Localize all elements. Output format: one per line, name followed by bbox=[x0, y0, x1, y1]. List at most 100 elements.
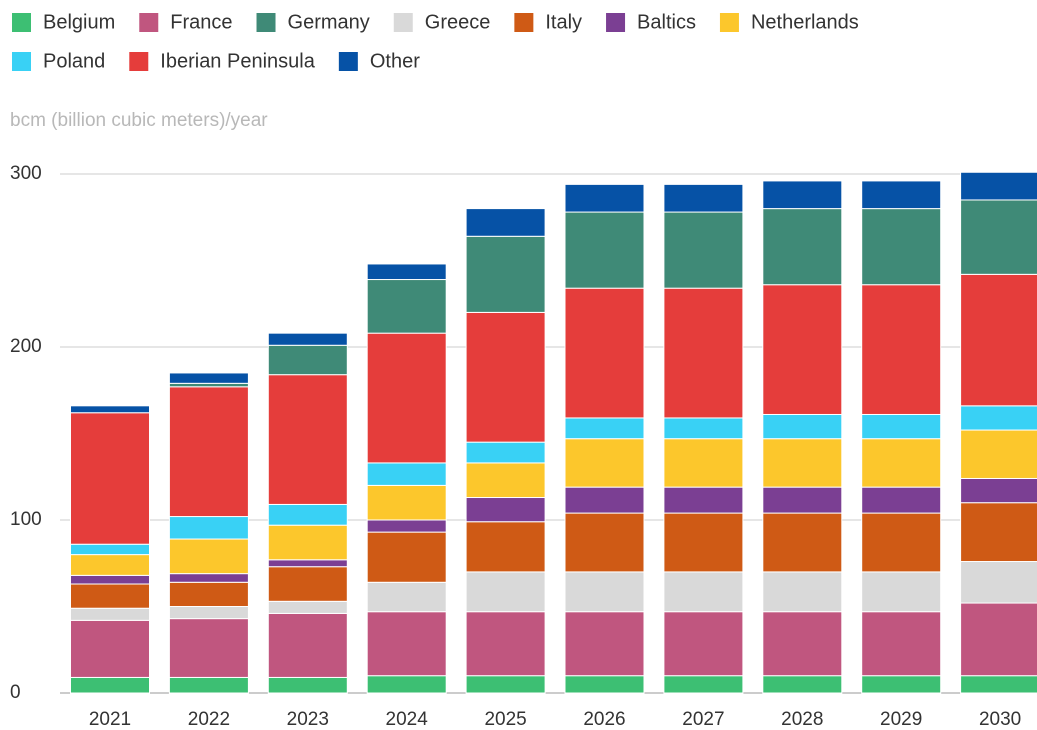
bar-segment bbox=[960, 405, 1037, 431]
x-tick-label: 2024 bbox=[386, 709, 429, 730]
x-tick-label: 2028 bbox=[781, 709, 823, 730]
bar-segment bbox=[465, 675, 546, 694]
bar-segment bbox=[267, 600, 348, 614]
bar-segment bbox=[366, 484, 447, 521]
bar-segment bbox=[960, 675, 1037, 694]
legend-label: Iberian Peninsula bbox=[160, 50, 315, 72]
bar-segment bbox=[70, 543, 150, 556]
bar-segment bbox=[762, 180, 843, 210]
bar-segment bbox=[564, 675, 645, 694]
bar-segment bbox=[564, 486, 645, 514]
bar-segment bbox=[762, 284, 843, 415]
bar-segment bbox=[960, 199, 1037, 275]
legend-label: Baltics bbox=[637, 11, 696, 33]
y-axis-label: bcm (billion cubic meters)/year bbox=[10, 110, 268, 131]
bar-segment bbox=[663, 211, 744, 289]
bar-segment bbox=[861, 486, 942, 514]
bar-segment bbox=[70, 619, 150, 678]
bar-segment bbox=[168, 618, 249, 678]
y-tick-label: 0 bbox=[10, 682, 21, 703]
bar-segment bbox=[465, 571, 546, 613]
bar-segment bbox=[70, 412, 150, 545]
bar-segment bbox=[267, 612, 348, 678]
legend-label: Poland bbox=[43, 50, 105, 72]
bar-segment bbox=[564, 183, 645, 213]
bar-segment bbox=[366, 531, 447, 583]
bar-segment bbox=[564, 211, 645, 289]
bar-segment bbox=[465, 611, 546, 677]
bar-segment bbox=[663, 571, 744, 613]
bar-segment bbox=[762, 208, 843, 286]
bar-segment bbox=[960, 429, 1037, 479]
bar-segment bbox=[267, 676, 348, 694]
bar-segment bbox=[960, 171, 1037, 201]
bar-segment bbox=[465, 311, 546, 443]
x-tick-label: 2026 bbox=[583, 709, 625, 730]
bar-segment bbox=[366, 263, 447, 281]
bar-segment bbox=[663, 486, 744, 514]
bar-segment bbox=[762, 438, 843, 488]
bar-segment bbox=[564, 571, 645, 613]
bar-segment bbox=[762, 675, 843, 694]
x-tick-label: 2029 bbox=[880, 709, 922, 730]
legend-swatch bbox=[12, 52, 31, 71]
legend-swatch bbox=[12, 13, 31, 32]
bar-segment bbox=[960, 561, 1037, 604]
legend-swatch bbox=[139, 13, 159, 32]
bar-segment bbox=[267, 524, 348, 561]
bar-segment bbox=[564, 417, 645, 440]
legend-label: Greece bbox=[425, 11, 491, 33]
bar-segment bbox=[70, 554, 150, 576]
bar-segment bbox=[663, 512, 744, 573]
bar-segment bbox=[564, 438, 645, 488]
bar-segment bbox=[663, 417, 744, 440]
bar-segment bbox=[861, 675, 942, 694]
bar-segment bbox=[267, 344, 348, 376]
x-tick-label: 2030 bbox=[979, 709, 1021, 730]
bar-segment bbox=[366, 611, 447, 677]
bar-segment bbox=[960, 477, 1037, 504]
bar-segment bbox=[267, 566, 348, 602]
bar-segment bbox=[861, 180, 942, 210]
bar-segment bbox=[861, 208, 942, 286]
x-tick-label: 2025 bbox=[484, 709, 526, 730]
bar-segment bbox=[366, 279, 447, 334]
bar-segment bbox=[564, 512, 645, 573]
bar-segment bbox=[465, 235, 546, 313]
x-tick-label: 2021 bbox=[89, 709, 131, 730]
y-tick-label: 100 bbox=[10, 509, 42, 530]
bar-segment bbox=[762, 611, 843, 677]
bar-segment bbox=[663, 675, 744, 694]
legend-swatch bbox=[514, 13, 534, 32]
bar-segment bbox=[366, 462, 447, 486]
bar-segment bbox=[762, 512, 843, 573]
bar-segment bbox=[70, 405, 150, 414]
legend-label: Netherlands bbox=[751, 11, 859, 33]
bar-segment bbox=[168, 382, 249, 388]
legend-label: Belgium bbox=[43, 11, 115, 33]
bar-segment bbox=[465, 208, 546, 237]
bar-segment bbox=[168, 386, 249, 518]
legend-swatch bbox=[719, 13, 739, 32]
bar-segment bbox=[366, 581, 447, 613]
bar-segment bbox=[465, 462, 546, 499]
bar-segment bbox=[762, 413, 843, 440]
bar-segment bbox=[70, 676, 150, 694]
bar-segment bbox=[861, 438, 942, 488]
y-tick-label: 200 bbox=[10, 336, 42, 357]
bar-segment bbox=[465, 521, 546, 573]
bar-segment bbox=[861, 571, 942, 613]
x-tick-label: 2022 bbox=[188, 709, 230, 730]
bar-segment bbox=[267, 332, 348, 346]
bar-segment bbox=[267, 374, 348, 505]
bar-segment bbox=[366, 332, 447, 464]
legend-label: Germany bbox=[288, 11, 370, 33]
bar-segment bbox=[366, 519, 447, 533]
x-tick-label: 2027 bbox=[682, 709, 724, 730]
bar-segment bbox=[70, 583, 150, 609]
y-tick-label: 300 bbox=[10, 163, 42, 184]
bar-segment bbox=[70, 574, 150, 585]
bar-segment bbox=[168, 372, 249, 384]
bar-segment bbox=[168, 516, 249, 540]
